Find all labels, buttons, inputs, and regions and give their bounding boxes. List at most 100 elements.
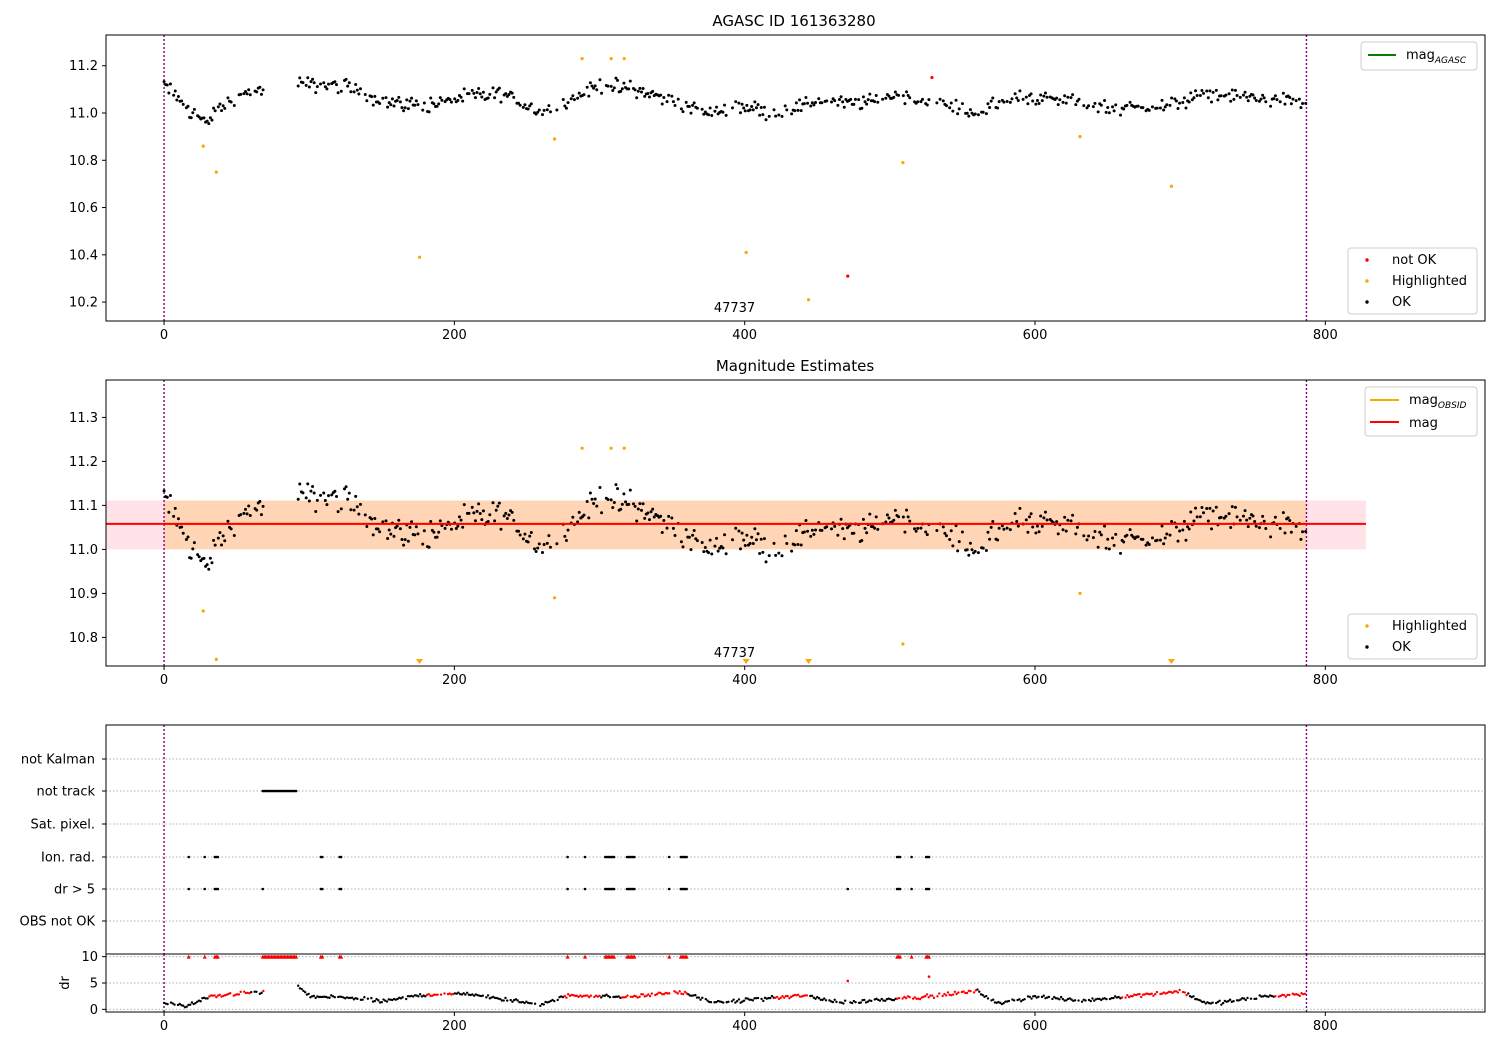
- ok-point: [687, 104, 691, 108]
- dr-point: [1007, 999, 1011, 1003]
- ok-point: [1184, 538, 1188, 542]
- ok-point: [1066, 95, 1070, 99]
- dr-point-red: [925, 993, 929, 996]
- estimates-scatter-legend: Highlighted OK: [1347, 613, 1478, 660]
- dr-point-red: [631, 995, 634, 999]
- ok-point: [243, 89, 247, 93]
- ok-point: [1227, 92, 1231, 96]
- dr-point: [1242, 997, 1246, 1000]
- ok-point: [1103, 98, 1107, 102]
- dr-point: [514, 998, 518, 1001]
- ok-point: [459, 95, 463, 99]
- ok-point: [1039, 514, 1043, 518]
- ok-point: [1269, 535, 1273, 539]
- ok-point: [750, 104, 754, 108]
- dr-point-red: [209, 994, 213, 997]
- ok-point: [906, 94, 910, 98]
- ok-point: [429, 96, 433, 100]
- ok-point: [212, 106, 216, 110]
- ok-point: [307, 85, 311, 89]
- ok-point: [721, 546, 725, 550]
- ok-point: [825, 99, 829, 103]
- dr-point-red: [634, 995, 638, 998]
- dr-point: [500, 999, 504, 1002]
- dr-point: [608, 995, 612, 999]
- highlighted-point: [1169, 184, 1174, 188]
- legend-box: [1347, 613, 1478, 660]
- ok-point: [921, 97, 925, 101]
- ok-point: [837, 97, 841, 101]
- dr-point: [465, 991, 469, 994]
- dr-point-red: [566, 993, 570, 996]
- ok-point: [1202, 511, 1206, 515]
- ok-point: [1283, 531, 1287, 535]
- dr-point-red: [676, 992, 680, 995]
- ok-point: [1013, 92, 1017, 96]
- flag-point: [846, 887, 850, 891]
- dr-point-red: [218, 993, 222, 996]
- dr-point: [617, 995, 620, 998]
- ok-point: [1224, 514, 1228, 518]
- ok-point: [472, 511, 476, 515]
- dr-point: [1244, 998, 1247, 1002]
- ok-point: [301, 81, 305, 85]
- ok-point: [914, 529, 918, 533]
- ok-point: [312, 81, 316, 85]
- dr-point: [471, 993, 474, 996]
- ok-point: [595, 504, 599, 508]
- ok-point: [475, 509, 479, 513]
- dr-point-red: [622, 996, 626, 999]
- dr-point: [1028, 995, 1031, 998]
- dr-point: [854, 1000, 857, 1004]
- ok-point: [780, 114, 784, 118]
- ok-point: [988, 106, 992, 110]
- ok-point: [949, 101, 953, 105]
- ok-point: [165, 83, 169, 87]
- ok-point: [1122, 540, 1126, 544]
- ok-point: [1264, 100, 1268, 104]
- ok-point: [948, 538, 952, 542]
- ok-point: [1119, 113, 1123, 117]
- ok-point: [796, 542, 800, 546]
- ok-point: [1198, 93, 1202, 97]
- ok-point: [1018, 506, 1022, 510]
- dr-point: [1065, 999, 1068, 1002]
- ok-point: [833, 524, 837, 528]
- ok-point: [748, 542, 752, 546]
- ok-point: [1233, 88, 1237, 92]
- ok-point: [414, 525, 418, 529]
- dr-point-red: [443, 992, 446, 995]
- ok-point: [731, 106, 735, 110]
- dr-point-red: [1140, 995, 1143, 999]
- ok-point: [759, 106, 763, 110]
- ok-point: [622, 492, 626, 496]
- ok-point: [659, 93, 663, 97]
- ok-point: [1170, 96, 1174, 100]
- ok-point: [378, 102, 382, 106]
- dr-point: [1037, 995, 1040, 998]
- ok-point: [422, 529, 426, 533]
- dr-point: [1255, 997, 1258, 1000]
- dr-point: [601, 994, 605, 997]
- ok-point: [919, 100, 923, 104]
- dr-point-red: [1124, 996, 1127, 999]
- y-tick-label: 10.8: [69, 154, 98, 169]
- ok-point: [1056, 103, 1060, 107]
- ok-point: [885, 513, 889, 517]
- ok-point: [533, 547, 537, 551]
- ok-point: [643, 516, 647, 520]
- ok-point: [1026, 102, 1030, 106]
- dr-point: [607, 994, 610, 998]
- ok-point: [1288, 519, 1292, 523]
- ok-point: [679, 540, 683, 544]
- ok-point: [529, 102, 533, 106]
- ok-point: [941, 99, 945, 103]
- ok-point: [1229, 99, 1233, 103]
- ok-point: [1165, 532, 1169, 536]
- ok-point: [371, 103, 375, 107]
- ok-point: [1219, 94, 1223, 98]
- ok-point: [1085, 538, 1089, 542]
- ok-point: [842, 537, 846, 541]
- ok-point: [184, 538, 188, 542]
- dr-point-red: [1160, 992, 1164, 995]
